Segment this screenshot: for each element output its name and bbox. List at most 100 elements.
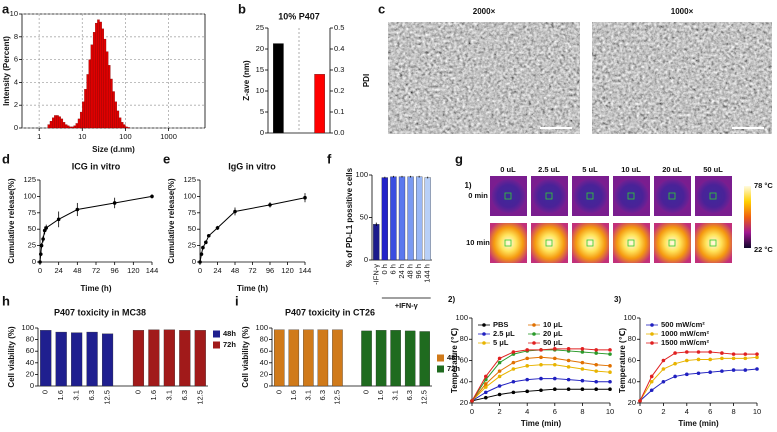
panel-label: f	[327, 151, 332, 166]
y-tick-label: 100	[455, 313, 468, 322]
histogram-bar	[77, 118, 81, 129]
x-tick-label: 6.3	[405, 390, 414, 400]
data-point	[38, 260, 42, 264]
x-tick-label: 1.6	[149, 390, 158, 400]
thermal-image	[654, 223, 691, 263]
y-tick-label: 40	[628, 377, 636, 386]
data-point	[553, 362, 557, 367]
x-tick-label: 96	[266, 266, 274, 275]
histogram-bar	[90, 44, 94, 129]
data-point	[608, 387, 612, 391]
data-point	[303, 195, 307, 200]
y-tick-label: 0	[192, 257, 196, 266]
x-tick-label: 0	[274, 390, 283, 394]
x-tick-label: 0	[362, 390, 371, 394]
data-point	[720, 351, 724, 355]
x-tick-label: 96	[110, 266, 118, 275]
y-tick-label: 10	[10, 9, 18, 18]
histogram-bar	[105, 51, 109, 129]
panel-label: 2)	[448, 295, 455, 304]
data-point	[511, 390, 516, 395]
histogram-bar	[92, 32, 96, 129]
data-point	[743, 352, 748, 356]
data-point	[649, 374, 654, 379]
data-point	[566, 365, 571, 369]
x-tick-label: 2	[498, 407, 502, 416]
data-point	[470, 399, 474, 403]
x-axis-label: Time (h)	[237, 284, 268, 293]
histogram-bar	[118, 117, 122, 129]
data-point	[215, 226, 220, 230]
x-tick-label: 0	[470, 407, 474, 416]
bar	[314, 74, 325, 134]
data-point	[580, 367, 585, 371]
y-tick-label: 60	[26, 346, 34, 355]
data-point	[755, 352, 759, 356]
legend-swatch	[213, 341, 220, 349]
histogram-bar	[97, 19, 100, 129]
y-axis-label: Cumulative release(%)	[167, 178, 176, 264]
x-tick-label: 120	[127, 266, 140, 275]
sem-image	[592, 22, 772, 134]
data-point	[525, 389, 529, 394]
legend-swatch	[213, 330, 220, 338]
histogram-bar	[116, 110, 120, 129]
histogram-bar	[69, 126, 72, 129]
x-tick-label: 6	[708, 407, 712, 416]
histogram-bar	[108, 65, 111, 129]
y-tick-label: 80	[628, 334, 636, 343]
legend-label: 50 μL	[543, 338, 563, 347]
roi-box	[668, 192, 676, 200]
x-tick-label: 0	[41, 390, 50, 394]
y-tick-label: 10	[256, 86, 264, 95]
panel-label: b	[238, 1, 246, 16]
data-point	[580, 350, 585, 354]
thermal-spot	[491, 179, 526, 213]
x-tick-label: 0	[133, 390, 142, 394]
bar	[194, 330, 206, 387]
x-tick-label: 1000	[160, 132, 177, 141]
y2-tick-label: 0.3	[334, 65, 344, 74]
histogram-bar	[103, 38, 107, 129]
data-point	[731, 352, 736, 356]
x-tick-label: 12.5	[195, 390, 204, 405]
x-tick-label: 3.1	[72, 390, 81, 400]
data-point	[580, 378, 585, 383]
y-tick-label: 80	[260, 335, 268, 344]
data-point	[685, 350, 689, 354]
legend-marker	[482, 341, 486, 345]
data-point	[649, 379, 654, 384]
column-label: 50 uL	[703, 165, 723, 174]
roi-box	[627, 239, 635, 247]
histogram-bar	[95, 22, 98, 129]
data-point	[199, 252, 204, 256]
thermal-spot	[614, 179, 649, 213]
bar	[288, 329, 300, 387]
histogram-bar	[86, 74, 89, 129]
y-tick-label: 40	[460, 377, 468, 386]
data-point	[661, 379, 666, 384]
x-tick-label: 6	[553, 407, 557, 416]
y-tick-label: 6	[14, 55, 18, 64]
x-tick-label: 1	[37, 132, 41, 141]
x-tick-label: 100	[119, 132, 132, 141]
bar	[419, 331, 430, 387]
bar	[424, 177, 431, 261]
x-tick-label: 1.6	[376, 390, 385, 400]
x-tick-label: 96 h	[414, 264, 423, 279]
roi-box	[668, 239, 676, 247]
data-point	[204, 240, 208, 245]
y-axis-label: Cell viability (%)	[7, 326, 16, 388]
x-tick-label: 6.3	[87, 390, 96, 400]
y-tick-label: 125	[23, 175, 36, 184]
chart-title: ICG in vitro	[72, 161, 121, 171]
data-point	[497, 356, 502, 361]
y-tick-label: 0	[260, 128, 264, 137]
data-point	[553, 376, 557, 381]
sem-image	[388, 22, 580, 134]
x-tick-label: 4	[685, 407, 689, 416]
y2-tick-label: 0.0	[334, 128, 344, 137]
y2-tick-label: 0.4	[334, 44, 344, 53]
data-point	[673, 361, 677, 366]
bar	[373, 224, 380, 261]
